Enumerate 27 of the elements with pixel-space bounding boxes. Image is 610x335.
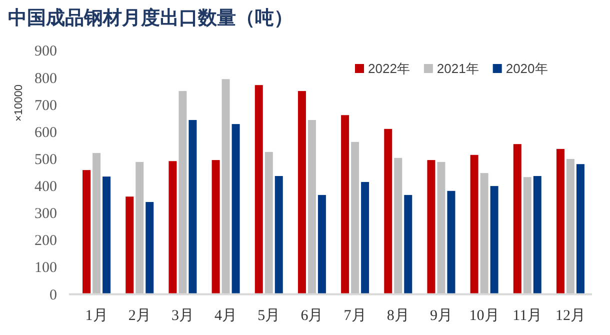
ytick: 800 (34, 70, 57, 87)
ytick: 700 (34, 98, 57, 114)
ytick: 600 (34, 124, 57, 141)
legend-label: 2020年 (506, 61, 548, 76)
ytick: 200 (34, 233, 57, 250)
ytick: 400 (34, 179, 57, 196)
xtick: 7月 (344, 308, 366, 324)
xtick: 11月 (512, 308, 542, 324)
xtick: 10月 (469, 308, 500, 324)
ytick: 0 (50, 287, 57, 304)
ylabel: ×10000 (13, 84, 25, 122)
xtick: 5月 (258, 308, 280, 324)
ytick: 300 (34, 206, 57, 222)
xtick: 2月 (128, 308, 151, 324)
ytick: 500 (34, 152, 57, 168)
legend-label: 2021年 (436, 61, 479, 76)
title: 中国成品钢材月度出口数量（吨） (8, 8, 293, 29)
ytick: 100 (34, 260, 57, 276)
xtick: 1月 (85, 308, 108, 324)
xtick: 12月 (555, 308, 586, 324)
xtick: 9月 (430, 308, 452, 324)
legend-label: 2022年 (368, 61, 410, 76)
xtick: 6月 (300, 308, 324, 324)
ytick: 900 (34, 44, 57, 60)
xtick: 8月 (386, 308, 410, 324)
xtick: 3月 (171, 308, 194, 324)
xtick: 4月 (214, 308, 238, 324)
